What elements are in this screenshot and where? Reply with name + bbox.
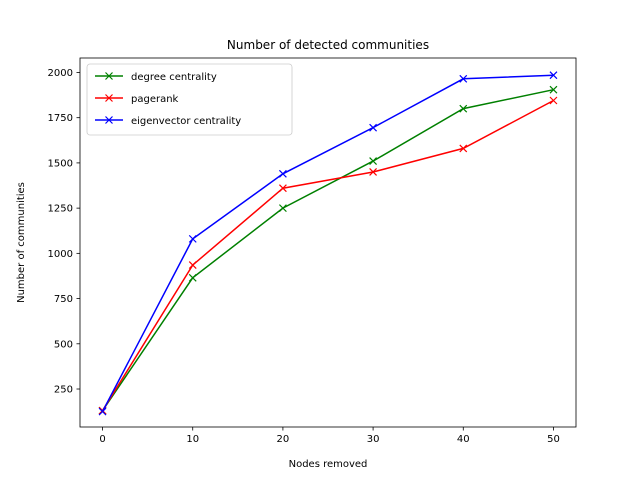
data-point-marker <box>188 234 197 243</box>
data-point-marker <box>369 123 378 132</box>
data-point-marker <box>98 407 107 416</box>
x-axis-label: Nodes removed <box>289 459 368 470</box>
plot-frame <box>79 57 577 428</box>
data-point-marker <box>369 168 378 176</box>
data-point-marker <box>278 204 287 213</box>
y-tick-label: 750 <box>54 294 73 305</box>
legend-swatch-marker <box>105 116 113 124</box>
x-tick-label: 30 <box>367 434 380 445</box>
data-point-marker <box>369 157 378 166</box>
plot-area: 0 10 20 30 40 50 250 500 750 1000 1250 1500 1750 2000 <box>48 68 560 445</box>
data-point-marker <box>278 184 287 193</box>
legend-label: degree centrality <box>131 72 217 83</box>
x-tick-label: 10 <box>186 434 199 445</box>
y-tick-label: 1250 <box>48 204 73 215</box>
data-point-marker <box>459 144 468 153</box>
y-tick-label: 1750 <box>48 113 73 124</box>
legend-swatch-marker <box>105 72 113 80</box>
legend-swatch-marker <box>105 94 113 102</box>
y-tick-label: 1500 <box>48 158 73 169</box>
data-point-marker <box>459 104 468 113</box>
series-line <box>101 74 554 412</box>
x-tick-label: 50 <box>547 434 560 445</box>
data-point-marker <box>278 169 287 178</box>
y-tick-label: 1000 <box>48 249 73 260</box>
data-point-marker <box>188 261 197 270</box>
y-tick-label: 250 <box>54 385 73 396</box>
legend-label: eigenvector centrality <box>131 116 241 127</box>
x-tick-label: 0 <box>99 434 105 445</box>
series-line <box>101 88 554 412</box>
y-tick-label: 2000 <box>48 68 73 79</box>
y-tick-label: 500 <box>54 339 73 350</box>
legend-box <box>86 63 293 136</box>
x-tick-label: 40 <box>457 434 470 445</box>
data-point-marker <box>549 71 558 80</box>
chart-title: Number of detected communities <box>227 38 429 52</box>
data-point-marker <box>549 85 558 94</box>
data-point-marker <box>459 74 468 83</box>
legend-label: pagerank <box>131 94 179 105</box>
y-axis-label: Number of communities <box>16 182 27 303</box>
x-tick-label: 20 <box>277 434 290 445</box>
data-point-marker <box>549 96 558 105</box>
data-point-marker <box>188 273 197 282</box>
series-line <box>101 99 554 412</box>
legend: degree centrality pagerank eigenvector cen… <box>86 63 293 136</box>
